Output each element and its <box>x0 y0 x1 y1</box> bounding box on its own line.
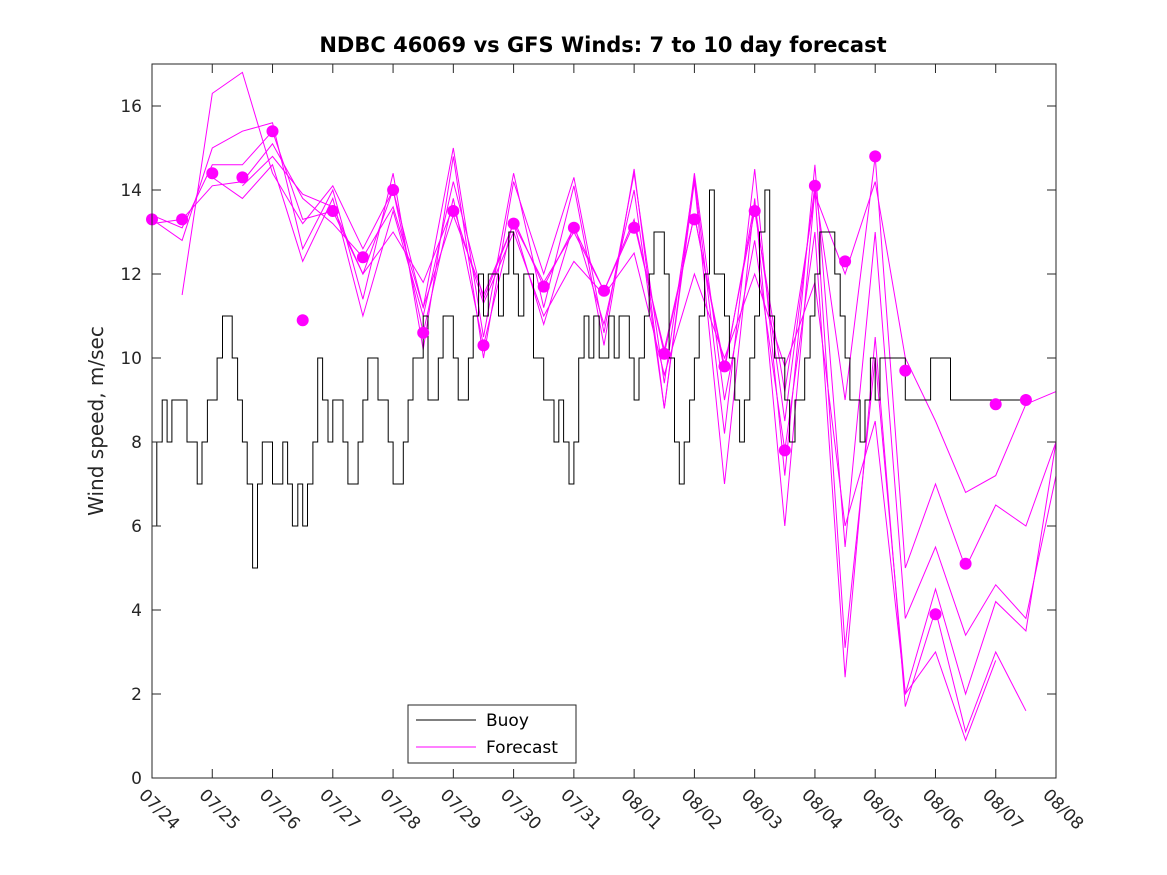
forecast-marker <box>567 221 580 234</box>
forecast-marker <box>989 398 1002 411</box>
forecast-line-3 <box>151 122 1057 637</box>
forecast-marker <box>447 205 460 217</box>
forecast-line-5 <box>212 163 1027 734</box>
legend-forecast-label: Forecast <box>486 738 558 758</box>
y-axis: 0 2 4 6 8 10 12 14 16 <box>120 97 1056 789</box>
y-tick-label: 10 <box>120 349 142 369</box>
forecast-marker <box>959 557 972 570</box>
y-tick-label: 2 <box>131 685 142 705</box>
legend-box <box>407 704 577 764</box>
y-tick-label: 6 <box>131 517 142 537</box>
forecast-marker <box>628 221 641 234</box>
legend-buoy-label: Buoy <box>486 711 529 731</box>
y-tick-label: 14 <box>120 181 142 201</box>
forecast-line-6 <box>242 155 997 742</box>
forecast-marker <box>808 179 821 192</box>
chart-title: NDBC 46069 vs GFS Winds: 7 to 10 day for… <box>319 33 886 57</box>
forecast-marker <box>417 326 430 339</box>
forecast-marker <box>507 217 520 230</box>
forecast-marker <box>176 213 189 226</box>
forecast-marker <box>658 347 671 360</box>
forecast-marker <box>477 339 490 352</box>
buoy-line-group <box>152 189 1026 569</box>
forecast-marker <box>356 251 369 264</box>
forecast-marker <box>869 150 882 163</box>
forecast-marker <box>1019 394 1032 406</box>
forecast-marker <box>266 125 279 138</box>
forecast-marker <box>718 360 731 373</box>
forecast-marker <box>326 205 339 217</box>
y-tick-label: 8 <box>131 433 142 453</box>
forecast-marker <box>236 171 249 184</box>
forecast-markers <box>146 125 1032 621</box>
forecast-marker <box>598 284 610 297</box>
y-tick-label: 16 <box>120 97 142 117</box>
plot-area <box>152 64 1056 778</box>
y-tick-label: 4 <box>131 601 142 621</box>
y-tick-label: 12 <box>120 265 142 285</box>
forecast-marker <box>206 167 219 180</box>
y-tick-label: 0 <box>131 769 142 789</box>
forecast-marker <box>688 213 701 226</box>
buoy-line <box>152 189 1026 569</box>
forecast-marker <box>387 184 400 196</box>
forecast-marker <box>296 314 309 327</box>
forecast-marker <box>778 444 791 457</box>
forecast-marker <box>899 364 912 377</box>
forecast-marker <box>929 608 942 621</box>
forecast-marker <box>748 205 761 217</box>
y-axis-label: Wind speed, m/sec <box>84 326 108 516</box>
legend: Buoy Forecast <box>407 704 577 764</box>
forecast-marker <box>537 280 550 293</box>
forecast-marker <box>839 255 852 268</box>
plot-frame <box>151 63 1057 779</box>
